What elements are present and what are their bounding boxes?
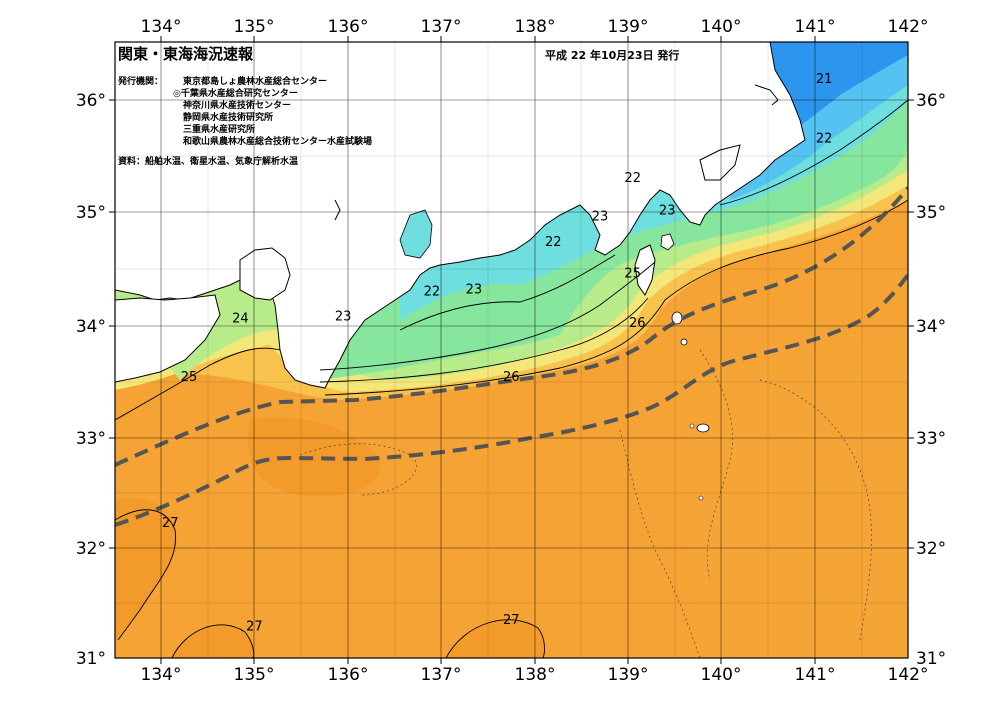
island-miyake [680,338,688,346]
lon-label-top: 137° [421,17,462,37]
isotherm-label: 23 [335,309,352,324]
kuroshio-axis [115,186,908,527]
isotherm-26 [324,199,908,396]
lon-label-top: 141° [795,17,836,37]
sst-field: 21 22 22 23 23 22 22 23 23 24 25 26 26 25 27 27 27 関東・東海… [115,42,908,658]
contour-labels: 21 22 22 23 23 22 22 23 23 24 25 26 26 25 27 27 27 [162,72,832,634]
lon-label-bottom: 136° [328,665,369,685]
lon-label-bottom: 139° [608,665,649,685]
water-warm-east [690,330,908,658]
isotherm-lines [115,99,908,658]
plot-frame [114,41,909,659]
isotherm-label: 26 [629,316,646,331]
issuer-line-1: 東京都島しょ農林水産総合センター [183,75,327,87]
lon-label-top: 136° [328,17,369,37]
water-warm-patch-1 [247,417,381,497]
isotherm-label: 23 [466,282,483,297]
lon-label-top: 138° [515,17,556,37]
isotherm-label: 23 [592,209,609,224]
land-kii-peninsula [239,247,291,301]
isotherm-24 [319,261,656,371]
isotherm-label: 22 [424,285,441,300]
longitude-labels-bottom: 134° 135° 136° 137° 138° 139° 140° 141° … [141,665,929,685]
isotherm-lines-dotted [299,349,872,658]
isotherm-27-mid [445,619,545,658]
water-27-south-central [445,619,545,658]
issuer-line-6: 和歌山県農林水産総合技術センター水産試験場 [182,135,372,147]
lon-label-top: 140° [701,17,742,37]
isotherm-label: 21 [816,72,833,87]
isotherm-label: 27 [503,613,520,628]
lon-label-top: 139° [608,17,649,37]
issuer-line-5: 三重県水産研究所 [183,123,255,135]
isotherm-label: 22 [816,132,833,147]
lat-label-right: 36° [916,91,946,111]
isotherm-27-west [115,509,177,641]
lat-label-right: 35° [916,203,946,223]
lon-label-bottom: 134° [141,665,182,685]
lon-label-bottom: 137° [421,665,462,685]
header-block: 関東・東海海況速報 平成 22 年10月23日 発行 発行機関： 東京都島しょ農… [117,45,679,167]
isotherm-27-bottom [171,624,255,658]
issuer-line-4: 静岡県水産技術研究所 [183,111,273,123]
water-27-south-bottom [170,624,255,658]
island-sado-like [334,84,779,221]
isotherm-label: 25 [624,267,641,282]
issuer-label: 発行機関： [117,75,163,87]
lat-label-left: 33° [76,429,106,449]
lat-label-left: 31° [76,649,106,669]
isotherm-label: 27 [162,516,179,531]
map-title: 関東・東海海況速報 [118,45,254,63]
kuroshio-north-edge [115,186,908,467]
lon-label-top: 142° [888,17,929,37]
latitude-labels-left: 36° 35° 34° 33° 32° 31° [76,91,106,669]
isotherm-label: 22 [545,235,562,250]
island-small-2 [698,495,704,501]
lon-label-bottom: 141° [795,665,836,685]
lat-label-right: 32° [916,539,946,559]
lat-label-left: 36° [76,91,106,111]
lon-label-bottom: 140° [701,665,742,685]
frame-ticks [109,36,914,664]
lat-label-left: 32° [76,539,106,559]
latitude-labels-right: 36° 35° 34° 33° 32° 31° [916,91,946,669]
lon-label-bottom: 135° [234,665,275,685]
isotherm-label: 23 [659,204,676,219]
isotherm-label: 26 [503,370,520,385]
land-lake-hamana [660,233,675,251]
island-hachijo [696,423,710,433]
lon-label-bottom: 142° [888,665,929,685]
island-small-1 [689,423,695,429]
lon-label-top: 135° [234,17,275,37]
isotherm-22 [719,99,908,206]
issuer-line-2: ◎千葉県水産総合研究センター [173,87,298,99]
isotherm-label: 24 [232,312,249,327]
lat-label-left: 35° [76,203,106,223]
longitude-labels-top: 134° 135° 136° 137° 138° 139° 140° 141° … [141,17,929,37]
issue-date: 平成 22 年10月23日 発行 [545,48,679,62]
isotherm-minor-1 [299,443,417,496]
land-ise-bay [399,209,433,259]
data-source: 資料：船舶水温、衛星水温、気象庁解析水温 [118,155,298,167]
isotherm-label: 22 [624,171,641,186]
land-boso-peninsula [699,144,741,181]
lat-label-right: 34° [916,317,946,337]
lon-label-top: 134° [141,17,182,37]
isotherm-label: 27 [246,620,263,635]
isotherm-25 [115,297,649,421]
isotherm-minor-4 [759,379,872,641]
isotherm-23 [399,254,616,331]
graticule-minor [115,42,908,658]
lat-label-right: 33° [916,429,946,449]
isotherm-label: 25 [181,370,198,385]
lat-label-left: 34° [76,317,106,337]
isotherm-minor-3 [619,429,701,658]
issuer-line-3: 神奈川県水産技術センター [183,99,291,111]
lon-label-bottom: 138° [515,665,556,685]
lat-label-right: 31° [916,649,946,669]
graticule [115,42,908,658]
